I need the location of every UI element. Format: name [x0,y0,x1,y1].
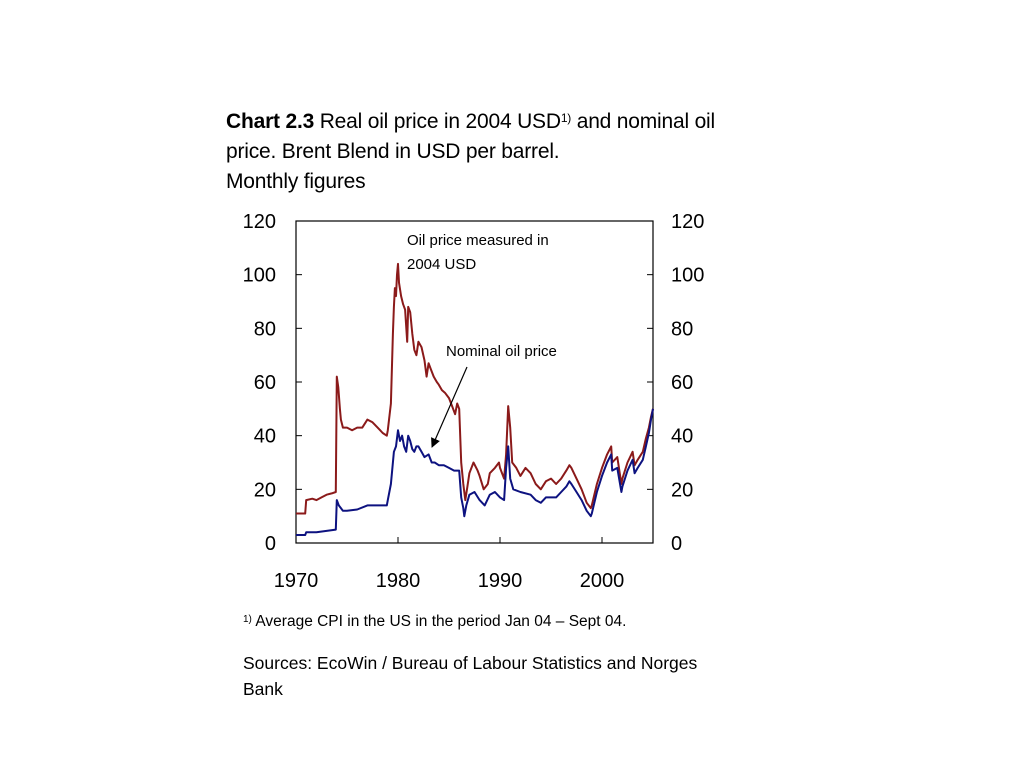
y-tick-label-left: 60 [254,372,276,394]
y-tick-label-right: 40 [671,426,693,448]
footnote-text: Average CPI in the US in the period Jan … [251,613,627,630]
x-tick-label: 1980 [376,570,421,592]
y-tick-label-left: 100 [243,265,276,287]
y-axis-right: 0 20 40 60 80 100 120 [647,211,704,555]
y-tick-label-right: 60 [671,372,693,394]
annotation-nominal: Nominal oil price [446,343,557,360]
series-line-nominal [296,408,654,536]
title-footnote-mark: 1) [560,111,572,125]
y-tick-label-left: 40 [254,426,276,448]
y-tick-label-right: 0 [671,533,682,555]
title-rest: and nominal oil price. Brent Blend in US… [226,110,715,163]
series-line-real [296,262,654,515]
sources: Sources: EcoWin / Bureau of Labour Stati… [243,653,698,699]
title-text: Real oil price in 2004 USD [314,110,561,133]
x-tick-label: 1990 [478,570,523,592]
y-tick-label-right: 80 [671,318,693,340]
y-tick-label-left: 120 [243,211,276,233]
title-frequency: Monthly figures [226,170,366,193]
x-tick-label: 2000 [580,570,625,592]
annotation-arrow [431,366,468,448]
x-tick-label: 1970 [274,570,319,592]
footnote-mark: 1) [243,614,252,625]
chart-title: Chart 2.3 Real oil price in 2004 USD1) a… [226,107,746,197]
y-tick-label-right: 120 [671,211,704,233]
footnote: 1) Average CPI in the US in the period J… [243,612,803,632]
y-tick-label-left: 20 [254,479,276,501]
annotation-real-line1: Oil price measured in [407,232,549,249]
x-axis: 1970 1980 1990 2000 [274,537,625,592]
y-tick-label-right: 20 [671,479,693,501]
chart-number: Chart 2.3 [226,110,315,133]
y-tick-label-left: 80 [254,318,276,340]
y-axis-left: 0 20 40 60 80 100 120 [243,211,302,555]
y-tick-label-left: 0 [265,533,276,555]
series-group [296,262,654,536]
annotation-real-line2: 2004 USD [407,256,476,273]
y-tick-label-right: 100 [671,265,704,287]
